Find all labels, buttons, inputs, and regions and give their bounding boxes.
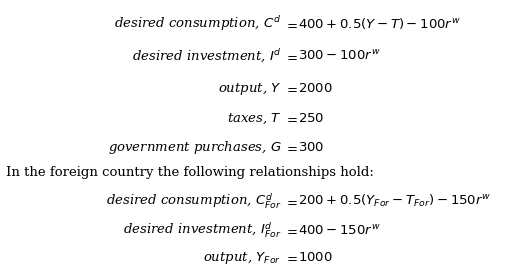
Text: $400 - 150r^w$: $400 - 150r^w$ (298, 224, 380, 237)
Text: $=$: $=$ (284, 142, 299, 154)
Text: $=$: $=$ (284, 225, 299, 237)
Text: $=$: $=$ (284, 195, 299, 208)
Text: output, $Y_{For}$: output, $Y_{For}$ (203, 250, 281, 266)
Text: $=$: $=$ (284, 251, 299, 264)
Text: $250$: $250$ (298, 112, 324, 125)
Text: In the foreign country the following relationships hold:: In the foreign country the following rel… (6, 166, 374, 178)
Text: desired consumption, $C^d$: desired consumption, $C^d$ (115, 14, 281, 33)
Text: taxes, $T$: taxes, $T$ (227, 112, 281, 126)
Text: $200 + 0.5(Y_{For} - T_{For}) - 150r^w$: $200 + 0.5(Y_{For} - T_{For}) - 150r^w$ (298, 193, 491, 209)
Text: output, $Y$: output, $Y$ (218, 81, 281, 98)
Text: $=$: $=$ (284, 83, 299, 95)
Text: $1000$: $1000$ (298, 251, 333, 264)
Text: $2000$: $2000$ (298, 83, 333, 95)
Text: $300$: $300$ (298, 142, 324, 154)
Text: desired investment, $I^d$: desired investment, $I^d$ (132, 47, 281, 65)
Text: $=$: $=$ (284, 112, 299, 125)
Text: government purchases, $G$: government purchases, $G$ (107, 139, 281, 157)
Text: desired investment, $I^d_{For}$: desired investment, $I^d_{For}$ (123, 221, 281, 240)
Text: desired consumption, $C^d_{For}$: desired consumption, $C^d_{For}$ (106, 191, 281, 211)
Text: $=$: $=$ (284, 50, 299, 63)
Text: $300 - 100r^w$: $300 - 100r^w$ (298, 49, 380, 63)
Text: $400 + 0.5(Y - T) - 100r^w$: $400 + 0.5(Y - T) - 100r^w$ (298, 16, 460, 31)
Text: $=$: $=$ (284, 18, 299, 31)
